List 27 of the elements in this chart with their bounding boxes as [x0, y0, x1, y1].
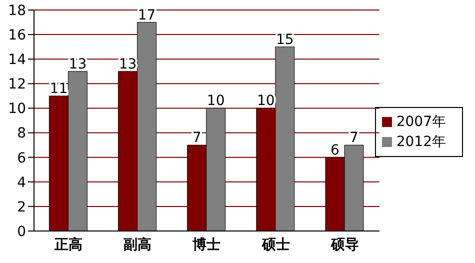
y-tick-label: 0	[17, 224, 26, 240]
y-tick-label: 8	[17, 126, 26, 142]
x-tick-label: 硕士	[260, 236, 290, 253]
y-tick-label: 16	[8, 28, 26, 44]
data-label: 11	[50, 80, 68, 97]
x-tick-label: 副高	[124, 236, 152, 253]
y-tick-label: 10	[8, 101, 26, 118]
y-tick-label: 4	[17, 174, 26, 191]
data-label: 17	[138, 7, 156, 24]
data-label: 13	[68, 56, 87, 72]
data-label: 10	[206, 93, 225, 110]
y-tick-label: 2	[17, 199, 26, 216]
x-tick-label: 博士	[192, 236, 221, 253]
data-label: 10	[256, 93, 275, 110]
x-tick-label: 硕导	[330, 236, 359, 253]
y-tick-label: 12	[8, 76, 26, 93]
data-label: 6	[330, 142, 340, 158]
legend-label: 2007年	[396, 114, 446, 130]
y-tick-label: 6	[17, 150, 26, 166]
y-tick-label: 14	[8, 52, 26, 68]
data-label: 7	[350, 130, 358, 146]
data-label: 7	[192, 130, 202, 146]
x-tick-label: 正高	[54, 236, 83, 253]
legend-label: 2012年	[396, 134, 446, 150]
data-label: 13	[118, 56, 137, 72]
data-label: 15	[276, 32, 294, 48]
y-tick-label: 18	[8, 2, 26, 19]
